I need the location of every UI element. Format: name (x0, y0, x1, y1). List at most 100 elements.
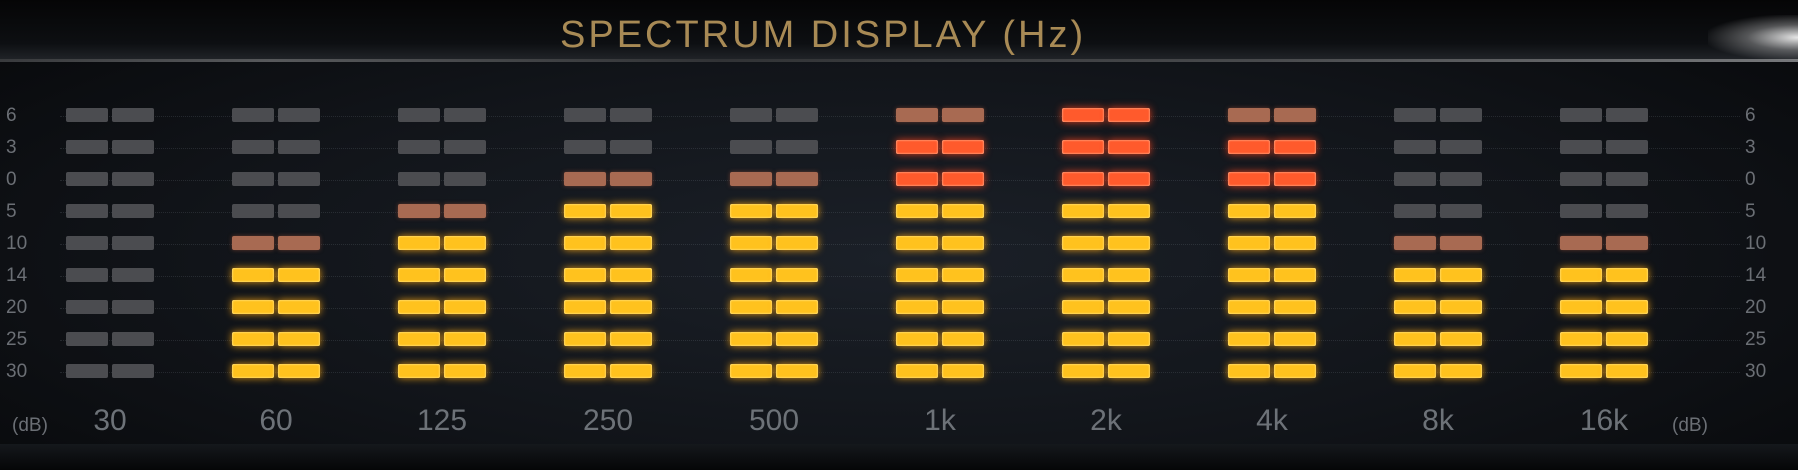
led-segment (392, 172, 492, 188)
db-tick: 14 (1745, 265, 1767, 286)
led-segment (890, 204, 990, 220)
db-tick: 20 (1745, 297, 1767, 318)
led-segment (60, 364, 160, 380)
led-segment (226, 300, 326, 316)
light-glare (1708, 15, 1798, 60)
led-segment (60, 172, 160, 188)
band-label: 60 (259, 404, 293, 437)
led-segment (1388, 300, 1488, 316)
led-segment (226, 140, 326, 156)
led-segment (724, 140, 824, 156)
db-tick: 5 (6, 201, 17, 222)
db-tick: 25 (1745, 329, 1767, 350)
led-segment (392, 364, 492, 380)
db-tick: 25 (6, 329, 28, 350)
led-segment (1056, 172, 1156, 188)
led-segment (226, 108, 326, 124)
led-segment (60, 204, 160, 220)
led-segment (558, 236, 658, 252)
led-segment (1056, 364, 1156, 380)
led-segment (392, 236, 492, 252)
led-segment (60, 108, 160, 124)
band-label: 4k (1256, 404, 1288, 437)
led-segment (1388, 268, 1488, 284)
led-segment (558, 172, 658, 188)
band-label: 30 (93, 404, 127, 437)
led-segment (1554, 364, 1654, 380)
led-segment (226, 332, 326, 348)
led-segment (1222, 332, 1322, 348)
led-segment (724, 268, 824, 284)
led-segment (890, 268, 990, 284)
led-segment (1056, 236, 1156, 252)
led-segment (226, 236, 326, 252)
led-segment (890, 364, 990, 380)
led-segment (1222, 268, 1322, 284)
db-tick: 0 (1745, 169, 1756, 190)
led-segment (1222, 364, 1322, 380)
led-segment (558, 108, 658, 124)
led-segment (1056, 300, 1156, 316)
led-segment (1388, 204, 1488, 220)
db-tick: 20 (6, 297, 28, 318)
led-segment (392, 300, 492, 316)
db-tick: 0 (6, 169, 17, 190)
top-bezel (0, 0, 1798, 62)
db-unit-left: (dB) (12, 415, 48, 436)
led-segment (1222, 140, 1322, 156)
led-segment (392, 268, 492, 284)
led-segment (890, 300, 990, 316)
led-segment (226, 172, 326, 188)
db-tick: 3 (1745, 137, 1756, 158)
led-segment (558, 140, 658, 156)
led-segment (890, 108, 990, 124)
led-segment (60, 236, 160, 252)
led-segment (392, 332, 492, 348)
led-segment (1388, 140, 1488, 156)
band-label: 125 (416, 404, 468, 437)
db-tick: 10 (1745, 233, 1767, 254)
led-segment (60, 268, 160, 284)
led-segment (724, 108, 824, 124)
led-segment (1388, 172, 1488, 188)
db-tick: 30 (6, 361, 28, 382)
band-label: 1k (924, 404, 956, 437)
db-tick: 30 (1745, 361, 1767, 382)
led-segment (1222, 236, 1322, 252)
led-segment (724, 204, 824, 220)
led-segment (890, 236, 990, 252)
led-segment (60, 140, 160, 156)
led-segment (558, 364, 658, 380)
led-segment (558, 204, 658, 220)
led-segment (1056, 108, 1156, 124)
led-segment (1056, 332, 1156, 348)
db-scale-left: 6 3 0 5 10 14 20 25 30 (6, 100, 50, 388)
led-segment (226, 364, 326, 380)
led-segment (60, 332, 160, 348)
led-segment (724, 236, 824, 252)
led-segment (1554, 268, 1654, 284)
led-segment (1056, 204, 1156, 220)
led-segment (724, 172, 824, 188)
led-segment (1388, 364, 1488, 380)
led-segment (1554, 236, 1654, 252)
led-segment (1222, 204, 1322, 220)
band-label: 250 (582, 404, 634, 437)
led-segment (226, 268, 326, 284)
led-segment (1222, 172, 1322, 188)
led-segment (1554, 140, 1654, 156)
led-segment (558, 268, 658, 284)
db-tick: 3 (6, 137, 17, 158)
bottom-bezel (0, 444, 1798, 470)
db-tick: 10 (6, 233, 28, 254)
led-segment (1554, 332, 1654, 348)
led-segment (1222, 300, 1322, 316)
band-label: 16k (1579, 404, 1629, 437)
led-segment (392, 140, 492, 156)
led-segment (392, 204, 492, 220)
led-segment (1554, 300, 1654, 316)
led-segment (1388, 236, 1488, 252)
led-segment (724, 364, 824, 380)
db-tick: 6 (6, 105, 17, 126)
